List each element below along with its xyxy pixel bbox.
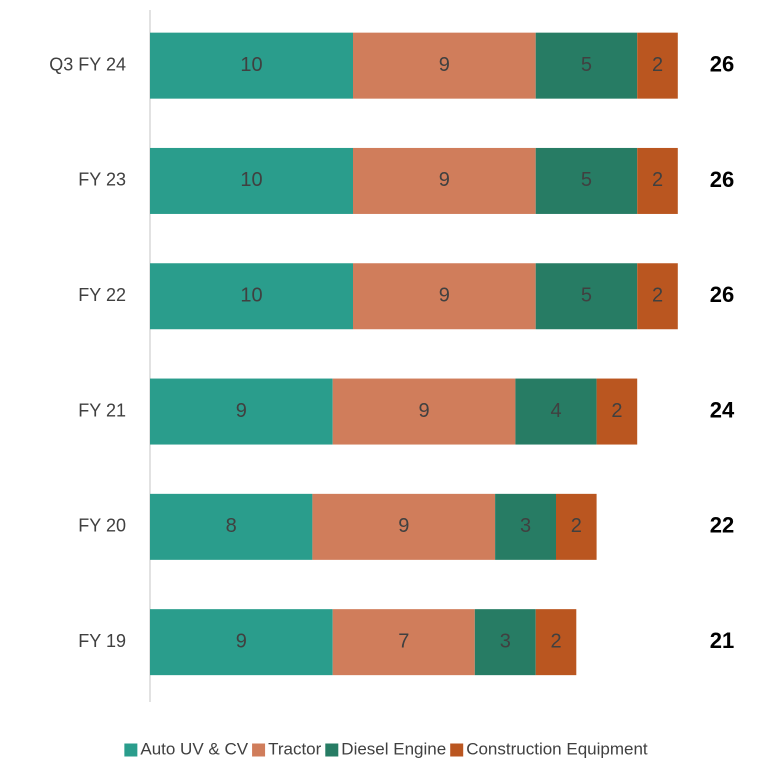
legend-label: Construction Equipment (466, 739, 648, 758)
bar-segment (150, 609, 333, 676)
data-label: 10 (240, 285, 262, 307)
y-tick-label: Q3 FY 24 (49, 54, 126, 74)
data-label: 9 (236, 630, 247, 652)
data-label: 8 (226, 515, 237, 537)
bar-segment (353, 263, 536, 330)
bar-segment (495, 493, 556, 560)
data-label: 7 (398, 630, 409, 652)
total-label: 21 (710, 628, 734, 653)
bar-segment (332, 609, 475, 676)
data-label: 9 (398, 515, 409, 537)
data-label: 9 (439, 169, 450, 191)
total-label: 26 (710, 282, 734, 307)
data-label: 5 (581, 169, 592, 191)
bar-segment (150, 147, 353, 214)
bar-segment (515, 378, 597, 445)
bar-segment (637, 32, 678, 99)
legend-swatch (450, 743, 464, 757)
data-label: 5 (581, 54, 592, 76)
data-label: 2 (652, 169, 663, 191)
bar-segment (150, 378, 333, 445)
legend-label: Diesel Engine (341, 739, 446, 758)
bar-segment (535, 147, 638, 214)
data-label: 3 (520, 515, 531, 537)
data-label: 9 (236, 400, 247, 422)
data-label: 2 (571, 515, 582, 537)
y-tick-label: FY 19 (78, 631, 126, 651)
y-tick-label: FY 20 (78, 516, 126, 536)
bar-segment (150, 263, 353, 330)
legend-swatch (252, 743, 266, 757)
y-tick-label: FY 21 (78, 400, 126, 420)
data-label: 10 (240, 54, 262, 76)
data-label: 9 (418, 400, 429, 422)
data-label: 2 (611, 400, 622, 422)
y-tick-label: FY 23 (78, 170, 126, 190)
data-label: 10 (240, 169, 262, 191)
data-label: 2 (652, 54, 663, 76)
legend-label: Tractor (268, 739, 322, 758)
bar-segment (353, 32, 536, 99)
legend-swatch (325, 743, 339, 757)
bar-segment (637, 147, 678, 214)
data-label: 2 (652, 285, 663, 307)
bar-segment (312, 493, 496, 560)
bar-segment (596, 378, 638, 445)
data-label: 9 (439, 285, 450, 307)
bar-segment (150, 493, 313, 560)
bar-segment (150, 32, 353, 99)
total-label: 22 (710, 513, 734, 538)
bar-segment (332, 378, 516, 445)
data-label: 3 (500, 630, 511, 652)
bar-segment (353, 147, 536, 214)
total-label: 26 (710, 167, 734, 192)
data-label: 9 (439, 54, 450, 76)
data-label: 4 (550, 400, 561, 422)
bar-segment (535, 609, 577, 676)
bar-segment (637, 263, 678, 330)
y-tick-label: FY 22 (78, 285, 126, 305)
bar-segment (474, 609, 536, 676)
legend-swatch (124, 743, 138, 757)
data-label: 2 (550, 630, 561, 652)
bar-segment (535, 32, 638, 99)
total-label: 26 (710, 51, 734, 76)
legend-label: Auto UV & CV (140, 739, 248, 758)
bar-segment (556, 493, 597, 560)
data-label: 5 (581, 285, 592, 307)
total-label: 24 (710, 397, 735, 422)
bar-segment (535, 263, 638, 330)
